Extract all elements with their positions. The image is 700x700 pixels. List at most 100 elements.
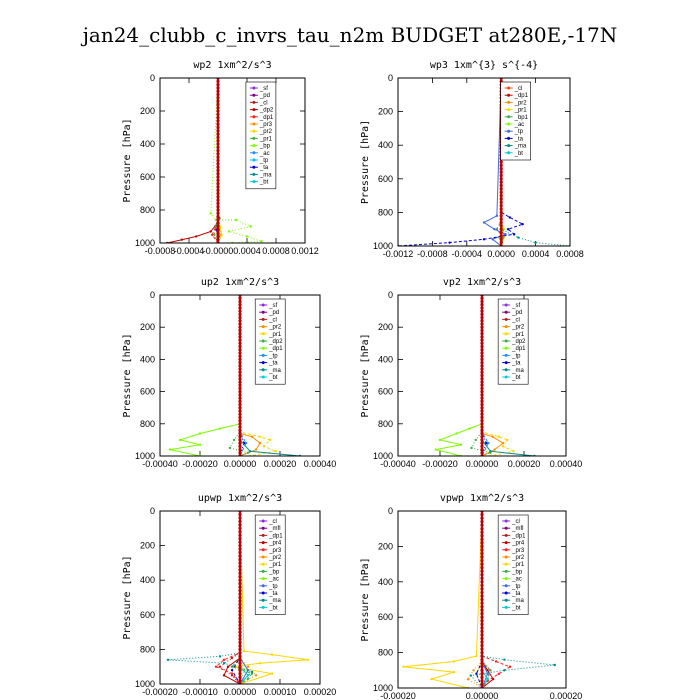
legend-label: _pr1 (511, 562, 525, 568)
x-tick-label: -0.00040 (142, 459, 178, 469)
y-tick-label: 1000 (373, 241, 393, 251)
zero-profile-point (238, 575, 242, 579)
legend-label: _pr4 (511, 541, 525, 547)
zero-profile-point (480, 512, 484, 517)
zero-profile-point (238, 357, 242, 361)
series-point (262, 445, 266, 448)
series-point (503, 669, 506, 672)
zero-profile-point (499, 234, 503, 238)
zero-profile-point (480, 590, 484, 595)
legend-marker (252, 93, 256, 97)
legend-label: _dp1 (514, 93, 529, 99)
series-point (501, 445, 505, 448)
zero-profile-point (238, 564, 242, 568)
zero-profile-point (238, 351, 242, 355)
legend-marker (261, 346, 265, 350)
series-point (459, 443, 463, 446)
zero-profile-point (238, 630, 242, 634)
legend-marker (261, 361, 265, 365)
series-point (497, 435, 500, 438)
series-point (242, 649, 246, 653)
legend-marker (504, 598, 508, 602)
zero-profile-point (480, 441, 484, 445)
zero-profile-point (216, 182, 220, 186)
panel-title: up2 1xm^2/s^3 (201, 277, 279, 288)
legend-label: _dp2 (259, 108, 274, 114)
y-tick-label: 400 (378, 140, 393, 150)
y-axis-label: Pressure [hPa] (122, 555, 133, 639)
zero-profile-point (480, 451, 484, 455)
zero-profile-point (238, 519, 242, 523)
zero-profile-point (238, 332, 242, 336)
zero-profile-point (216, 152, 220, 156)
zero-profile-point (480, 319, 484, 323)
legend-label: _pr1 (259, 136, 273, 142)
zero-profile-point (238, 315, 242, 320)
panel-3: up2 1xm^2/s^3 Pressure [hPa] 0 200 400 600 800… (122, 277, 336, 469)
zero-profile-point (480, 672, 484, 676)
legend-marker (261, 317, 265, 321)
panel-5: upwp 1xm^2/s^3 Pressure [hPa] 0 200 400 600 80… (122, 493, 336, 697)
legend-label: _sf (259, 86, 268, 92)
zero-profile-point (480, 438, 484, 442)
legend-marker (261, 325, 265, 329)
y-axis-label: Pressure [hPa] (122, 333, 133, 417)
zero-profile-point (480, 587, 484, 591)
zero-profile-point (216, 221, 220, 225)
zero-profile-point (480, 296, 484, 300)
legend-marker (252, 180, 256, 184)
zero-profile-point (238, 409, 242, 413)
legend-marker (504, 591, 508, 595)
legend-label: _pd (268, 310, 279, 316)
zero-profile-point (238, 582, 242, 586)
legend-marker (261, 310, 265, 314)
y-tick-label: 1000 (135, 451, 155, 461)
zero-profile-point (480, 396, 484, 400)
series-point (260, 240, 263, 243)
zero-profile-point (238, 383, 242, 387)
series-point (512, 233, 516, 236)
y-tick-label: 800 (378, 648, 393, 658)
series-point (474, 438, 477, 442)
y-tick-label: 600 (378, 174, 393, 184)
zero-profile-point (480, 640, 484, 644)
zero-profile-point (480, 406, 484, 410)
zero-profile-point (238, 447, 242, 452)
zero-profile-point (238, 627, 242, 631)
legend-marker (252, 151, 256, 155)
legend-label: _pr2 (268, 555, 282, 561)
zero-profile-point (216, 191, 220, 196)
zero-profile-point (480, 390, 484, 394)
y-tick-label: 400 (140, 139, 155, 149)
series-point (258, 441, 262, 445)
zero-profile-point (238, 418, 242, 423)
legend-marker (261, 519, 265, 523)
legend-label: _pr1 (268, 562, 282, 568)
series-point (244, 441, 248, 445)
x-tick-label: 0.0004 (233, 246, 261, 256)
legend-label: _ma (268, 598, 281, 604)
zero-profile-point (480, 344, 484, 349)
zero-profile-point (480, 370, 484, 374)
zero-profile-point (499, 160, 503, 164)
series-point (213, 233, 216, 236)
zero-profile-point (480, 367, 484, 371)
zero-profile-point (480, 530, 484, 534)
series-point (222, 658, 226, 661)
x-tick-label: -0.0004 (174, 246, 205, 256)
series-point (434, 448, 437, 451)
plot-frame (397, 510, 567, 689)
zero-profile-point (238, 658, 242, 662)
series-point (230, 672, 234, 675)
zero-profile-point (499, 200, 503, 204)
legend-label: _bp (268, 569, 280, 575)
legend-marker (261, 577, 265, 581)
legend-label: _bt (268, 375, 278, 381)
zero-profile-point (216, 234, 220, 238)
zero-profile-point (480, 668, 484, 672)
zero-profile-point (480, 402, 484, 407)
zero-profile-point (238, 651, 242, 655)
y-tick-label: 600 (140, 387, 155, 397)
legend-label: _tp (268, 584, 278, 590)
zero-profile-point (480, 309, 484, 313)
